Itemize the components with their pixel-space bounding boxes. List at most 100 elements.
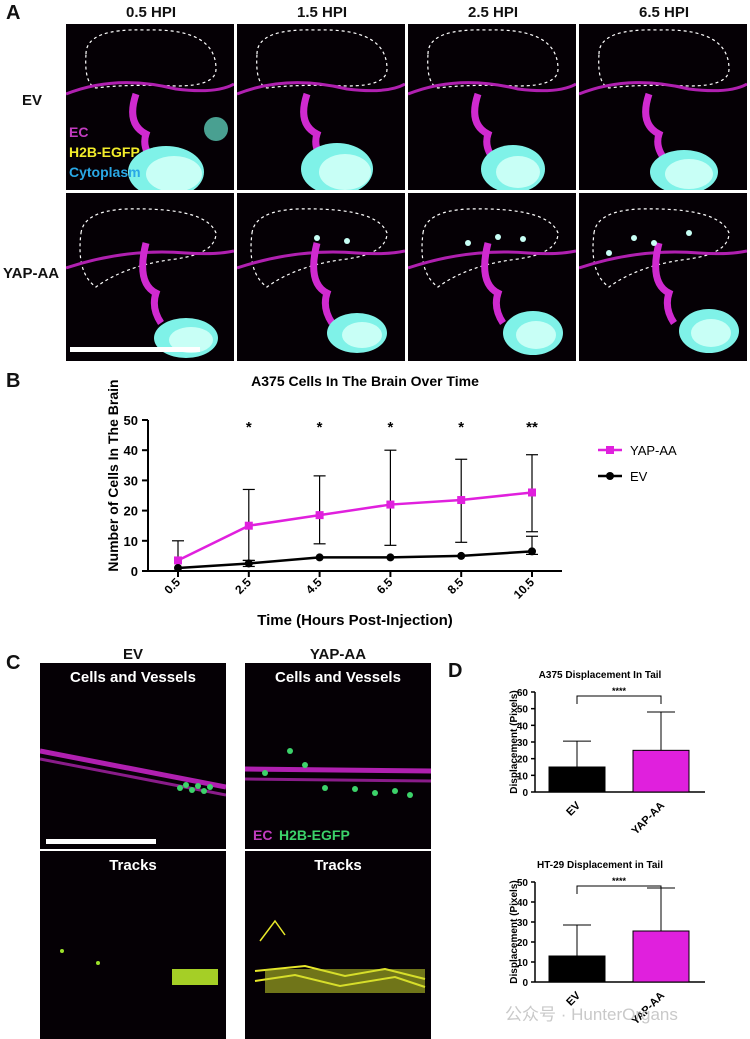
- ev-tracks-caption: Tracks: [109, 857, 157, 874]
- x-tick-label: 10.5: [511, 575, 538, 602]
- significance-marker: *: [317, 419, 323, 436]
- significance-marker: *: [246, 419, 252, 436]
- y-tick-label: 40: [517, 898, 529, 909]
- tail-image-ev-tracks: Tracks: [40, 851, 226, 1039]
- tail-image-ev-cells-image: [40, 748, 226, 844]
- legend-label-ev: EV: [630, 469, 648, 484]
- ev-cells-caption: Cells and Vessels: [70, 669, 196, 686]
- legend-cytoplasm-label: Cytoplasm: [69, 164, 141, 180]
- y-tick-label: 50: [517, 705, 529, 716]
- data-point-ev: [174, 563, 182, 572]
- micrograph-yap-aa-6-5-hpi-image: [579, 208, 747, 353]
- x-tick-label: 4.5: [303, 575, 325, 597]
- panel-c-legend-h2b-egfp: H2B-EGFP: [279, 827, 350, 843]
- bar-chart-a375-displacement: A375 Displacement In Tail 0 10 20 30 40 50 60Di…: [509, 670, 705, 838]
- bar-yap-aa: [632, 930, 690, 983]
- data-point-yap-aa: [174, 556, 182, 565]
- data-point-yap-aa: [244, 521, 253, 530]
- x-tick-label: YAP-AA: [630, 800, 668, 838]
- significance-bracket: [576, 695, 662, 704]
- data-point-ev: [244, 559, 253, 568]
- panel-c-title-yap-aa: YAP-AA: [309, 646, 367, 663]
- row-label-ev: EV: [22, 92, 43, 109]
- x-tick-label: EV: [564, 799, 583, 818]
- tail-image-yap-aa-cells: Cells and Vessels EC H2B-EGFP: [245, 663, 431, 849]
- bar-chart-title: A375 Displacement In Tail: [539, 670, 662, 681]
- x-tick-label: 6.5: [374, 575, 396, 597]
- panel-a-letter: A: [6, 2, 21, 24]
- y-tick-label: 40: [517, 721, 529, 732]
- micrograph-ev-2-5-hpi-image: [408, 29, 576, 190]
- y-tick-label: 60: [517, 688, 529, 699]
- y-tick-label: 0: [522, 978, 528, 989]
- micrograph-ev-2-5-hpi: [408, 24, 576, 190]
- bar-chart-title: HT-29 Displacement in Tail: [537, 860, 663, 871]
- significance-marker: ****: [612, 686, 627, 696]
- line-chart-brain-cells: A375 Cells In The Brain Over Time 0 10 20 30…: [105, 373, 677, 629]
- legend-label-yap-aa: YAP-AA: [630, 443, 677, 458]
- yap-aa-cells-caption: Cells and Vessels: [275, 669, 401, 686]
- significance-marker: **: [526, 419, 538, 436]
- legend-ec-label: EC: [69, 124, 89, 140]
- micrograph-yap-aa-0-5-hpi: [66, 193, 234, 361]
- column-header-2-5-hpi: 2.5 HPI: [467, 4, 519, 21]
- significance-marker: *: [458, 419, 464, 436]
- x-axis-label: Time (Hours Post-Injection): [257, 612, 453, 629]
- micrograph-ev-6-5-hpi: [579, 24, 747, 190]
- data-point-ev: [386, 553, 395, 562]
- bar-chart-ht29-displacement: HT-29 Displacement in Tail 0 10 20 30 40 50Dis…: [509, 860, 705, 1027]
- y-tick-label: 0: [522, 788, 528, 799]
- yap-aa-tracks-caption: Tracks: [314, 857, 362, 874]
- data-point-yap-aa: [386, 500, 395, 509]
- y-tick-label: 10: [517, 958, 529, 969]
- data-point-yap-aa: [457, 496, 466, 505]
- data-point-ev: [315, 553, 324, 562]
- micrograph-ev-1-5-hpi: [237, 24, 405, 190]
- column-header-1-5-hpi: 1.5 HPI: [296, 4, 348, 21]
- y-tick-label: 10: [517, 771, 529, 782]
- bar-yap-aa: [632, 749, 690, 793]
- micrograph-yap-aa-1-5-hpi: [237, 193, 405, 361]
- significance-marker: *: [387, 419, 393, 436]
- watermark: 公众号 · HunterOrgans: [505, 1005, 678, 1024]
- y-axis-label: Displacement (Pixels): [509, 880, 520, 983]
- panel-d-letter: D: [448, 660, 463, 682]
- micrograph-yap-aa-6-5-hpi: [579, 193, 747, 361]
- panel-c-legend-ec: EC: [253, 827, 273, 843]
- y-axis-label: Displacement (Pixels): [509, 690, 520, 793]
- series-line-yap-aa: [177, 491, 533, 562]
- tail-image-yap-aa-tracks: Tracks: [245, 851, 431, 1039]
- x-tick-label: 0.5: [161, 575, 183, 597]
- legend-marker-ev: [606, 472, 614, 480]
- y-tick-label: 20: [517, 938, 529, 949]
- micrograph-ev-6-5-hpi-image: [579, 29, 747, 190]
- y-tick-label: 30: [517, 918, 529, 929]
- tail-image-yap-aa-tracks-image: [254, 919, 426, 993]
- x-tick-label: 8.5: [445, 575, 467, 597]
- data-point-yap-aa: [315, 511, 324, 520]
- micrograph-yap-aa-1-5-hpi-image: [237, 208, 405, 353]
- chart-title: A375 Cells In The Brain Over Time: [251, 373, 479, 389]
- tail-image-ev-tracks-image: [60, 949, 218, 985]
- micrograph-yap-aa-2-5-hpi-image: [408, 208, 576, 355]
- legend-marker-yap-aa: [606, 446, 614, 454]
- row-label-yap-aa: YAP-AA: [3, 265, 60, 282]
- bar-ev: [548, 955, 606, 983]
- tail-image-ev-cells: Cells and Vessels: [40, 663, 226, 849]
- data-point-ev: [528, 547, 536, 556]
- legend-h2b-egfp-label: H2B-EGFP: [69, 144, 140, 160]
- micrograph-yap-aa-2-5-hpi: [408, 193, 576, 361]
- y-tick-label: 50: [124, 413, 138, 428]
- significance-bracket: [576, 885, 662, 894]
- y-tick-label: 0: [131, 564, 138, 579]
- tail-image-yap-aa-cells-image: [245, 748, 431, 798]
- bar-ev: [548, 766, 606, 793]
- y-tick-label: 50: [517, 878, 529, 889]
- column-header-0-5-hpi: 0.5 HPI: [125, 4, 177, 21]
- y-tick-label: 40: [124, 443, 138, 458]
- y-tick-label: 30: [124, 473, 138, 488]
- y-tick-label: 30: [517, 738, 529, 749]
- significance-marker: ****: [612, 876, 627, 886]
- micrograph-yap-aa-0-5-hpi-image: [66, 208, 234, 358]
- y-tick-label: 20: [124, 504, 138, 519]
